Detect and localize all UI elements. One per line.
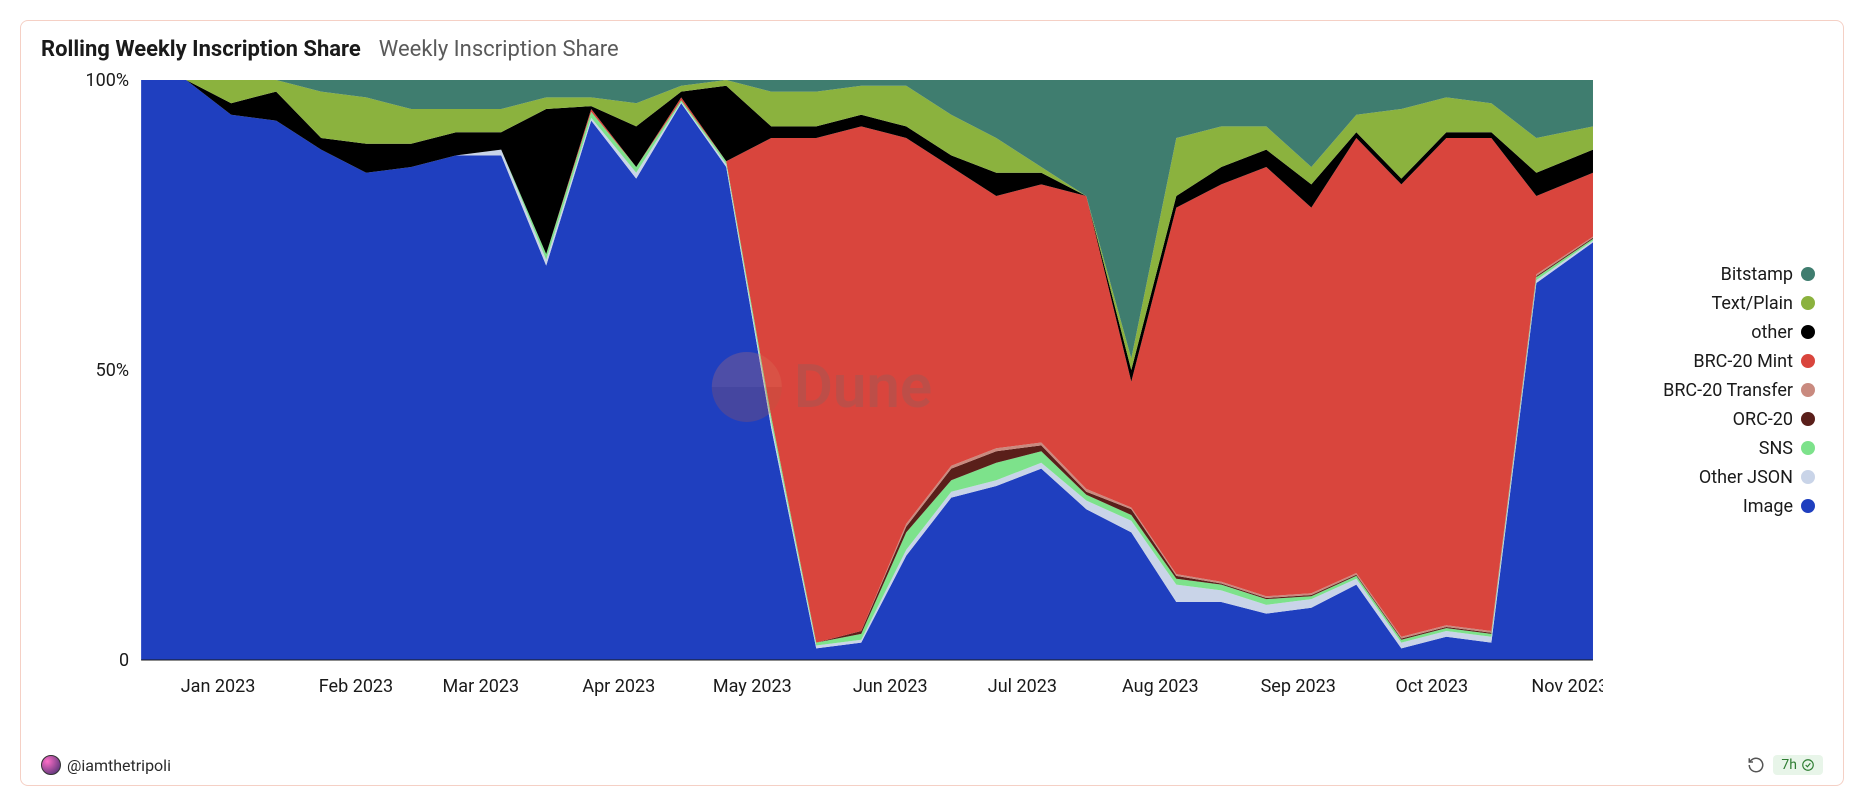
legend-item[interactable]: BRC-20 Mint — [1693, 351, 1815, 372]
x-tick-label: Jun 2023 — [853, 676, 928, 697]
legend-label: BRC-20 Transfer — [1663, 380, 1793, 401]
x-tick-label: Feb 2023 — [319, 676, 393, 697]
chart-legend: Bitstamp Text/Plain other BRC-20 Mint BRC-20… — [1603, 70, 1823, 710]
y-tick-label: 100% — [86, 70, 130, 91]
author-avatar — [41, 755, 61, 775]
legend-label: Image — [1743, 496, 1793, 517]
legend-label: ORC-20 — [1733, 409, 1793, 430]
legend-item[interactable]: ORC-20 — [1733, 409, 1815, 430]
legend-swatch — [1801, 470, 1815, 484]
x-tick-label: Mar 2023 — [443, 676, 520, 697]
legend-item[interactable]: Bitstamp — [1721, 264, 1815, 285]
legend-swatch — [1801, 412, 1815, 426]
data-age-badge[interactable]: 7h — [1773, 755, 1823, 775]
x-tick-label: Sep 2023 — [1261, 676, 1336, 697]
x-tick-label: Nov 2023 — [1531, 676, 1603, 697]
data-age-text: 7h — [1781, 757, 1797, 773]
x-tick-label: Apr 2023 — [582, 676, 655, 697]
legend-swatch — [1801, 499, 1815, 513]
legend-swatch — [1801, 325, 1815, 339]
author-handle: @iamthetripoli — [67, 756, 171, 775]
card-footer: @iamthetripoli 7h — [41, 755, 1823, 775]
legend-item[interactable]: other — [1751, 322, 1815, 343]
legend-item[interactable]: Image — [1743, 496, 1815, 517]
legend-label: BRC-20 Mint — [1693, 351, 1793, 372]
legend-label: Text/Plain — [1711, 293, 1793, 314]
legend-swatch — [1801, 383, 1815, 397]
stacked-area-chart: 0 50% 100% Jan 2023 Feb 2023 Mar 2023 Apr 2023… — [41, 70, 1603, 710]
legend-label: SNS — [1759, 438, 1793, 459]
y-tick-label: 50% — [96, 360, 129, 381]
x-tick-label: Oct 2023 — [1395, 676, 1468, 697]
legend-item[interactable]: BRC-20 Transfer — [1663, 380, 1815, 401]
legend-label: Bitstamp — [1721, 264, 1793, 285]
y-tick-label: 0 — [119, 650, 129, 671]
refresh-icon[interactable] — [1747, 756, 1765, 774]
status-right: 7h — [1747, 755, 1823, 775]
x-tick-label: Jul 2023 — [988, 676, 1057, 697]
legend-swatch — [1801, 354, 1815, 368]
x-tick-label: Jan 2023 — [181, 676, 256, 697]
checkmark-circle-icon — [1801, 758, 1815, 772]
chart-header: Rolling Weekly Inscription Share Weekly … — [41, 37, 1823, 62]
legend-swatch — [1801, 267, 1815, 281]
legend-item[interactable]: SNS — [1759, 438, 1815, 459]
chart-body: 0 50% 100% Jan 2023 Feb 2023 Mar 2023 Apr 2023… — [41, 70, 1823, 710]
chart-title-bold: Rolling Weekly Inscription Share — [41, 37, 361, 62]
chart-card: Rolling Weekly Inscription Share Weekly … — [20, 20, 1844, 786]
author[interactable]: @iamthetripoli — [41, 755, 171, 775]
legend-swatch — [1801, 441, 1815, 455]
chart-title-sub: Weekly Inscription Share — [379, 37, 619, 62]
x-tick-label: May 2023 — [713, 676, 792, 697]
legend-label: Other JSON — [1699, 467, 1793, 488]
legend-label: other — [1751, 322, 1793, 343]
legend-item[interactable]: Text/Plain — [1711, 293, 1815, 314]
legend-item[interactable]: Other JSON — [1699, 467, 1815, 488]
legend-swatch — [1801, 296, 1815, 310]
x-tick-label: Aug 2023 — [1122, 676, 1199, 697]
chart-plot-wrap: 0 50% 100% Jan 2023 Feb 2023 Mar 2023 Apr 2023… — [41, 70, 1603, 710]
